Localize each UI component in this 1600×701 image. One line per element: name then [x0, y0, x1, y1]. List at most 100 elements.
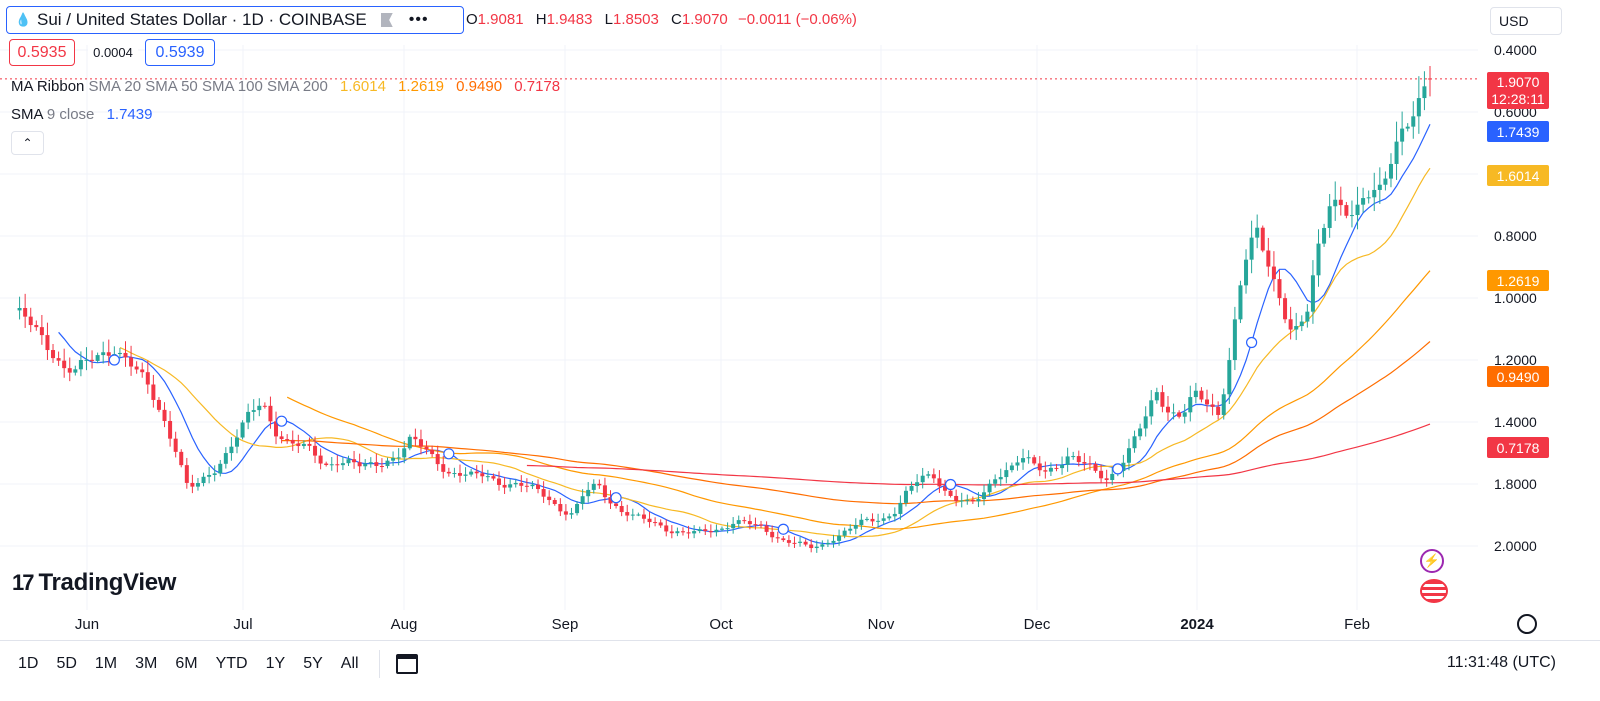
sui-drop-icon: 💧 — [15, 12, 32, 27]
candle-body — [1009, 465, 1014, 471]
more-icon[interactable]: ••• — [408, 11, 429, 28]
candle-body — [675, 531, 680, 534]
candle-body — [887, 516, 892, 519]
candle-body — [1238, 285, 1243, 320]
candle-body — [474, 471, 479, 474]
price-chart[interactable]: 2.00001.80001.40001.20001.00000.80000.60… — [0, 0, 1600, 640]
price-axis-label: 0.4000 — [1494, 42, 1537, 58]
candle-body — [920, 475, 925, 483]
candle-body — [28, 316, 33, 326]
candle-body — [257, 405, 262, 411]
candle-body — [1188, 397, 1193, 413]
candle-body — [658, 522, 663, 526]
candle-body — [1037, 463, 1042, 471]
date-range-icon[interactable] — [395, 653, 418, 674]
candle-body — [17, 307, 22, 311]
candle-body — [73, 369, 78, 373]
candle-body — [62, 360, 67, 369]
range-1m[interactable]: 1M — [94, 654, 118, 672]
candle-body — [1422, 86, 1427, 99]
buy-button[interactable]: 0.5939 — [145, 39, 215, 66]
range-1y[interactable]: 1Y — [265, 654, 286, 672]
candle-body — [898, 502, 903, 514]
sma50-line — [286, 270, 1431, 530]
price-axis-label: 1.8000 — [1494, 476, 1537, 492]
watermark-text: TradingView — [38, 569, 177, 596]
candle-body — [558, 504, 563, 512]
utc-clock[interactable]: 11:31:48 (UTC) — [1446, 654, 1556, 671]
candle-body — [770, 531, 775, 538]
currency-selector[interactable]: USD — [1490, 7, 1562, 35]
candle-body — [614, 503, 619, 507]
settings-icon[interactable] — [1517, 614, 1537, 634]
candle-body — [1138, 428, 1143, 437]
ma-ribbon-legend[interactable]: MA Ribbon SMA 20 SMA 50 SMA 100 SMA 200 … — [11, 78, 560, 95]
candle-body — [1383, 178, 1388, 185]
ma-ribbon-params: SMA 20 SMA 50 SMA 100 SMA 200 — [88, 78, 328, 95]
candle-body — [1154, 392, 1159, 401]
candle-body — [1121, 462, 1126, 472]
candle-body — [903, 490, 908, 503]
us-flag-icon[interactable] — [1420, 579, 1448, 603]
candle-body — [703, 529, 708, 532]
candle-body — [915, 482, 920, 487]
time-axis-label: Dec — [1024, 616, 1051, 633]
candle-body — [1071, 456, 1076, 458]
candle-body — [391, 457, 396, 461]
candle-body — [106, 352, 111, 356]
range-all[interactable]: All — [340, 654, 359, 672]
symbol-title: Sui / United States Dollar · 1D · COINBA… — [37, 10, 367, 29]
candle-body — [1087, 463, 1092, 465]
candle-body — [329, 464, 334, 466]
bottom-toolbar: 1D 5D 1M 3M 6M YTD 1Y 5Y All 11:31:48 (U… — [0, 640, 1600, 686]
event-markers — [108, 336, 1258, 535]
candle-body — [480, 473, 485, 477]
sell-button[interactable]: 0.5935 — [9, 39, 75, 66]
candle-body — [809, 544, 814, 549]
candle-body — [1160, 392, 1165, 407]
candle-body — [1416, 98, 1421, 117]
candle-body — [937, 478, 942, 487]
candle-body — [497, 478, 502, 485]
candle-body — [837, 535, 842, 541]
candle-body — [101, 352, 106, 356]
range-5y[interactable]: 5Y — [303, 654, 323, 672]
candle-body — [340, 463, 345, 466]
candle-body — [491, 476, 496, 479]
range-1d[interactable]: 1D — [18, 654, 39, 672]
range-ytd[interactable]: YTD — [215, 654, 248, 672]
flag-icon[interactable] — [380, 13, 393, 27]
candle-body — [1221, 394, 1226, 415]
candle-body — [552, 500, 557, 505]
candle-body — [1333, 199, 1338, 207]
time-axis-labels: Jun Jul Aug Sep Oct Nov Dec 2024 Feb — [75, 616, 1370, 633]
candle-body — [708, 531, 713, 533]
range-5d[interactable]: 5D — [56, 654, 77, 672]
candle-body — [636, 514, 641, 516]
candle-body — [1026, 457, 1031, 459]
chevron-up-icon[interactable]: ⌃ — [11, 131, 44, 155]
candle-body — [519, 482, 524, 486]
candle-body — [218, 463, 223, 474]
candle-body — [764, 525, 769, 532]
symbol-search-box[interactable]: 💧 Sui / United States Dollar · 1D · COIN… — [6, 6, 464, 34]
tradingview-watermark[interactable]: 17 TradingView — [12, 569, 176, 597]
range-3m[interactable]: 3M — [135, 654, 158, 672]
candle-body — [965, 499, 970, 501]
candle-body — [892, 513, 897, 517]
candle-body — [34, 325, 39, 328]
lightning-icon[interactable]: ⚡ — [1420, 549, 1444, 573]
candle-body — [279, 436, 284, 440]
sma9-value: 1.7439 — [106, 106, 153, 123]
time-axis-label: Oct — [709, 616, 733, 633]
candle-body — [502, 484, 507, 488]
range-6m[interactable]: 6M — [175, 654, 198, 672]
candle-body — [357, 462, 362, 467]
candle-body — [859, 519, 864, 526]
candle-body — [1322, 227, 1327, 244]
candle-body — [1182, 412, 1187, 417]
candle-body — [686, 532, 691, 534]
sma9-legend[interactable]: SMA 9 close 1.7439 — [11, 106, 152, 123]
candle-body — [970, 499, 975, 502]
candle-body — [335, 464, 340, 466]
